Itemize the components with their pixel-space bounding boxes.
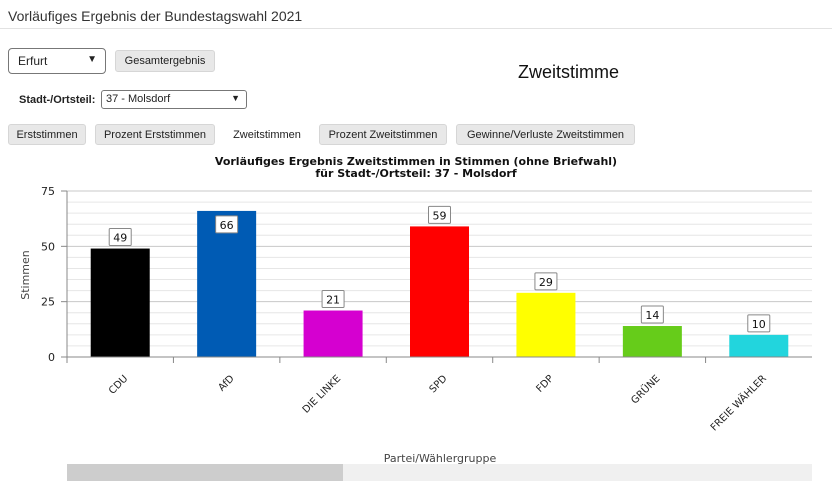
chevron-down-icon: ▼ — [87, 54, 97, 65]
tab-zweitstimmen[interactable]: Zweitstimmen — [224, 124, 310, 145]
title-divider — [0, 28, 832, 29]
x-tick-label: FREIE WÄHLER — [707, 372, 769, 434]
data-label: 49 — [113, 232, 127, 245]
data-label-box — [321, 290, 345, 309]
data-label-box — [108, 228, 132, 247]
page-title: Vorläufiges Ergebnis der Bundestagswahl … — [8, 8, 303, 24]
bar-chart: 0 25 50 75 49 66 21 59 29 14 10 CDU AfD DIE LINKE SP… — [19, 185, 812, 465]
data-label: 21 — [326, 294, 340, 307]
bar-fdp[interactable] — [516, 292, 576, 357]
y-tick-label: 75 — [41, 185, 55, 198]
data-label: 14 — [645, 309, 659, 322]
chevron-down-icon: ▼ — [231, 93, 240, 103]
tab-erststimmen[interactable]: Erststimmen — [8, 124, 86, 145]
district-select[interactable]: 37 - Molsdorf ▼ — [101, 90, 247, 109]
city-select[interactable]: Erfurt ▼ — [8, 48, 106, 74]
x-tick-label: DIE LINKE — [301, 373, 343, 415]
data-label-box — [640, 305, 664, 324]
x-tick-label: CDU — [107, 373, 130, 396]
chart-title-line-1: Vorläufiges Ergebnis Zweitstimmen in Sti… — [214, 155, 618, 168]
y-axis-title: Stimmen — [19, 250, 32, 300]
tab-gewinne-verluste[interactable]: Gewinne/Verluste Zweitstimmen — [456, 124, 635, 145]
x-tick-label: SPD — [428, 373, 450, 395]
bar-freie-wähler[interactable] — [729, 334, 789, 357]
chart-title-line-2: für Stadt-/Ortsteil: 37 - Molsdorf — [315, 167, 517, 180]
city-select-value: Erfurt — [18, 54, 48, 68]
bar-spd[interactable] — [410, 226, 469, 357]
vote-type-heading: Zweitstimme — [518, 62, 620, 82]
data-label: 29 — [539, 276, 553, 289]
bar-cdu[interactable] — [90, 248, 150, 357]
y-tick-label: 25 — [41, 296, 55, 309]
scrollbar-thumb[interactable] — [67, 464, 343, 481]
data-label-box — [215, 215, 239, 234]
data-label-box — [428, 205, 451, 224]
bar-grüne[interactable] — [622, 326, 682, 357]
data-label-box — [747, 314, 771, 333]
data-label: 10 — [752, 318, 766, 331]
tab-prozent-zweitstimmen[interactable]: Prozent Zweitstimmen — [319, 124, 447, 145]
total-result-button[interactable]: Gesamtergebnis — [115, 50, 215, 72]
bar-die-linke[interactable] — [303, 310, 363, 357]
y-tick-label: 0 — [48, 351, 55, 364]
district-select-value: 37 - Molsdorf — [106, 93, 171, 105]
data-label-box — [534, 272, 558, 291]
district-label: Stadt-/Ortsteil: — [19, 94, 96, 106]
x-axis-title: Partei/Wählergruppe — [384, 452, 497, 465]
x-tick-label: GRÜNE — [628, 372, 663, 407]
bar-afd[interactable] — [197, 210, 257, 357]
x-tick-label: FDP — [534, 373, 556, 395]
tab-prozent-erststimmen[interactable]: Prozent Erststimmen — [95, 124, 215, 145]
y-tick-label: 50 — [41, 240, 55, 253]
horizontal-scrollbar[interactable] — [67, 464, 812, 481]
data-label: 59 — [433, 209, 447, 222]
data-label: 66 — [220, 219, 234, 232]
x-tick-label: AfD — [216, 373, 237, 394]
